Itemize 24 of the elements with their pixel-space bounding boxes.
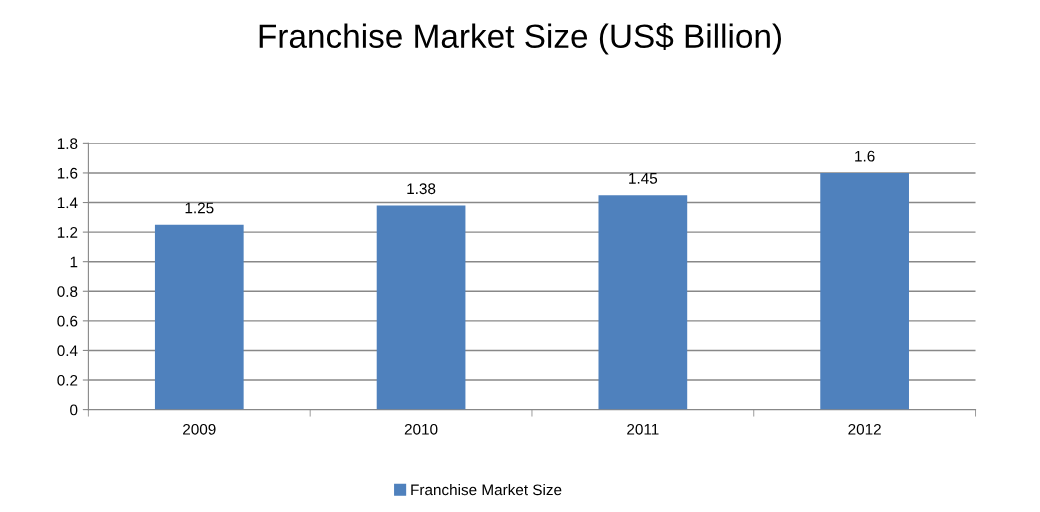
y-tick-label: 1.4 [57,197,78,209]
bar [820,172,909,410]
y-tick-label: 0.8 [57,286,78,297]
y-tick-label: 0.4 [57,345,78,357]
chart-title: Franchise Market Size (US$ Billion) [259,23,781,55]
y-tick-label: 0.6 [57,315,78,327]
legend-label: Franchise Market Size [411,484,562,496]
x-tick-label: 2009 [183,423,216,435]
y-tick-label: 0.2 [57,374,78,386]
data-label: 1.38 [407,183,436,195]
y-tick-label: 0 [70,404,78,416]
bar [376,205,466,410]
y-tick-label: 1.6 [57,167,78,179]
x-tick-label: 2010 [404,423,438,435]
data-label: 1.45 [629,173,658,184]
bar [598,195,688,410]
data-label: 1.25 [185,202,214,214]
x-tick-label: 2011 [627,423,659,435]
y-tick-label: 1.8 [57,138,78,150]
y-tick-label: 1 [70,256,78,268]
x-tick-label: 2012 [848,423,881,435]
data-label: 1.6 [855,150,875,162]
bar [154,224,244,410]
y-tick-label: 1.2 [57,226,78,238]
